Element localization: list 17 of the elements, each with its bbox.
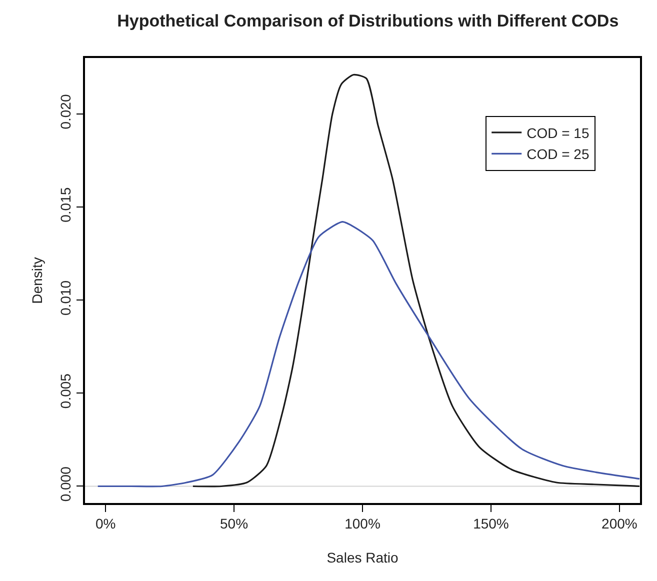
x-axis-title: Sales Ratio: [326, 549, 399, 566]
y-tick-label: 0.010: [58, 280, 74, 316]
x-tick-label: 150%: [473, 516, 509, 532]
chart-title: Hypothetical Comparison of Distributions with Different CODs: [117, 11, 619, 30]
legend-label: COD = 15: [526, 124, 590, 141]
line-series: [97, 221, 640, 488]
x-tick-label: 200%: [602, 516, 638, 532]
legend-label: COD = 25: [526, 146, 590, 162]
x-tick-label: 50%: [220, 516, 248, 532]
y-tick-label: 0.000: [58, 466, 74, 502]
y-tick-label: 0.015: [58, 187, 74, 222]
y-tick-label: 0.020: [58, 94, 74, 130]
x-tick-label: 0%: [95, 516, 116, 532]
line-series: [192, 74, 640, 488]
x-tick-label: 100%: [344, 516, 380, 532]
y-axis-title: Density: [28, 257, 45, 304]
y-tick-label: 0.005: [58, 373, 74, 409]
